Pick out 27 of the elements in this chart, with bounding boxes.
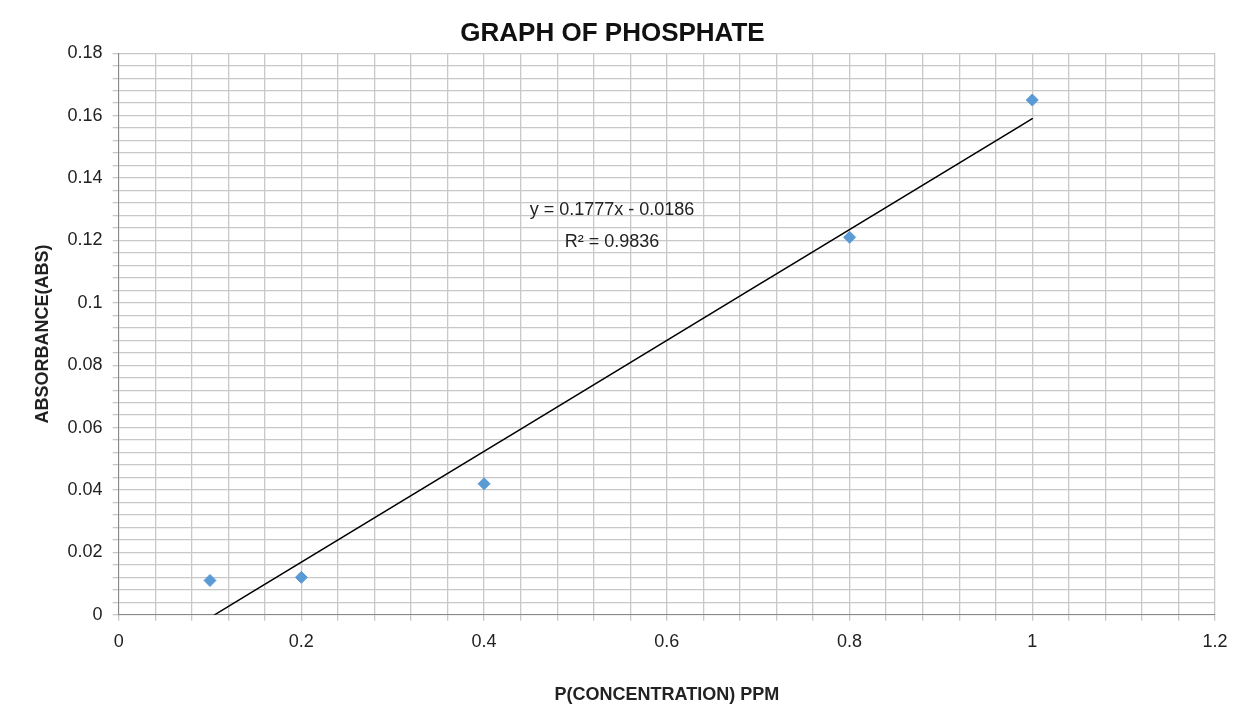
y-tick-label: 0.06 — [67, 416, 103, 437]
y-tick-label: 0.18 — [67, 42, 103, 63]
y-tick-label: 0.12 — [67, 229, 103, 250]
y-axis-title: ABSORBANCE(ABS) — [31, 244, 52, 424]
x-tick-label: 0.4 — [471, 630, 497, 651]
y-tick-label: 0.1 — [77, 291, 103, 312]
y-tick-label: 0.02 — [67, 541, 103, 562]
x-tick-label: 0.6 — [654, 630, 680, 651]
point — [1025, 93, 1039, 107]
point — [294, 570, 308, 584]
point — [843, 230, 857, 244]
y-tick-label: 0.16 — [67, 104, 103, 125]
y-tick-label: 0.08 — [67, 354, 103, 375]
y-tick-label: 0.04 — [67, 478, 103, 499]
x-tick-label: 0 — [113, 630, 124, 651]
x-tick-label: 0.8 — [837, 630, 863, 651]
point — [203, 573, 217, 587]
y-tick-label: 0.14 — [67, 166, 103, 187]
annotation: y = 0.1777x - 0.0186 — [529, 199, 695, 220]
x-tick-label: 1.2 — [1202, 630, 1228, 651]
y-tick-label: 0 — [92, 603, 103, 624]
point — [477, 477, 491, 491]
annotation: R² = 0.9836 — [564, 231, 660, 252]
x-tick-label: 0.2 — [288, 630, 314, 651]
chart-title: GRAPH OF PHOSPHATE — [460, 16, 765, 47]
x-axis-title: P(CONCENTRATION) PPM — [554, 684, 780, 705]
x-tick-label: 1 — [1027, 630, 1038, 651]
